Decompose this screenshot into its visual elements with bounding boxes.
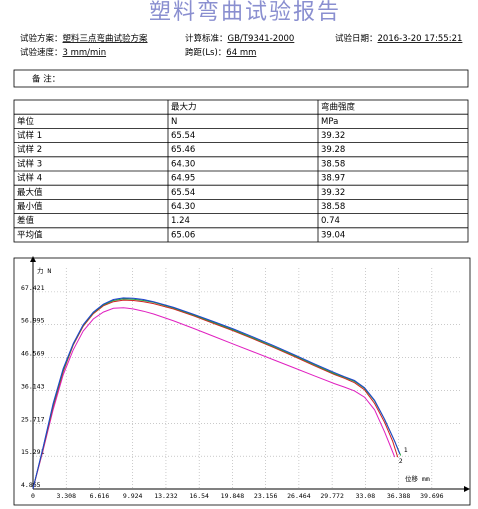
report-title: 塑料弯曲试验报告	[149, 0, 341, 25]
info-label: 试验方案：	[20, 33, 63, 44]
table-cell: 试样 1	[17, 130, 42, 141]
x-tick-label: 29.772	[320, 492, 344, 500]
table-cell: 64.30	[171, 159, 195, 169]
x-tick-label: 39.696	[420, 492, 444, 500]
x-tick-label: 13.232	[154, 492, 178, 500]
info-field: 跨距(Ls)：64 mm	[185, 48, 256, 58]
x-tick-label: 16.54	[189, 492, 209, 500]
table-cell: 最大值	[17, 187, 43, 198]
x-tick-label: 23.156	[254, 492, 278, 500]
table-cell: 65.46	[171, 145, 195, 155]
data-line	[32, 297, 401, 489]
table-cell: 试样 3	[17, 158, 42, 169]
table-cell: 最小值	[17, 201, 43, 212]
remarks-box	[13, 69, 469, 88]
info-value: 3 mm/min	[63, 48, 107, 58]
info-value: GB/T9341-2000	[228, 34, 295, 44]
table-cell: 39.32	[321, 131, 345, 141]
table-cell: N	[171, 117, 177, 127]
x-tick-label: 19.848	[221, 492, 245, 500]
info-label: 计算标准：	[185, 33, 228, 44]
table-cell: 1.24	[171, 216, 190, 226]
table-cell: 65.06	[171, 230, 195, 240]
y-axis-label: 力 N	[37, 266, 51, 275]
x-axis-label: 位移 mm	[405, 474, 430, 483]
table-cell: 平均值	[17, 229, 43, 240]
table-header: 弯曲强度	[321, 102, 356, 113]
table-cell: 差值	[17, 215, 35, 226]
info-value: 64 mm	[226, 48, 256, 58]
x-tick-label: 6.616	[90, 492, 110, 500]
info-field: 试验速度：3 mm/min	[20, 47, 106, 58]
data-line	[32, 307, 396, 489]
table-cell: 65.54	[171, 131, 195, 141]
curve-label: 2	[399, 457, 403, 465]
info-field: 试验方案：塑料三点弯曲试验方案	[20, 33, 148, 44]
data-line	[32, 298, 402, 489]
remarks-label: 备 注：	[32, 74, 60, 85]
table-header: 最大力	[171, 102, 197, 113]
info-label: 跨距(Ls)：	[185, 48, 226, 58]
table-cell: 39.32	[321, 188, 345, 198]
table-cell: 38.58	[321, 202, 345, 212]
data-line	[32, 299, 399, 489]
chart-frame	[13, 257, 471, 506]
info-field: 试验日期：2016-3-20 17:55:21	[335, 33, 462, 44]
table-cell: 38.97	[321, 174, 345, 184]
axis-arrow	[464, 486, 470, 492]
axis-arrow	[30, 256, 36, 262]
table-cell: 64.95	[171, 174, 195, 184]
x-tick-label: 26.464	[287, 492, 311, 500]
table-cell: 试样 2	[17, 144, 42, 155]
info-value: 2016-3-20 17:55:21	[378, 34, 463, 44]
x-tick-label: 0	[31, 492, 35, 500]
info-value: 塑料三点弯曲试验方案	[63, 33, 149, 44]
table-cell: 单位	[17, 116, 35, 127]
table-cell: 试样 4	[17, 173, 42, 184]
x-tick-label: 33.08	[356, 492, 376, 500]
table-cell: 0.74	[321, 216, 340, 226]
y-tick-label: 4.865	[21, 481, 41, 489]
x-tick-label: 3.308	[56, 492, 76, 500]
info-label: 试验日期：	[335, 33, 378, 44]
table-cell: 39.04	[321, 230, 345, 240]
x-tick-label: 9.924	[123, 492, 143, 500]
table-cell: 65.54	[171, 188, 195, 198]
table-cell: 64.30	[171, 202, 195, 212]
table-cell: 39.28	[321, 145, 345, 155]
curve-label: 1	[404, 446, 408, 454]
info-label: 试验速度：	[20, 47, 63, 58]
table-cell: 38.58	[321, 159, 345, 169]
info-field: 计算标准：GB/T9341-2000	[185, 33, 294, 44]
table-cell: MPa	[321, 117, 338, 127]
x-tick-label: 36.388	[387, 492, 411, 500]
